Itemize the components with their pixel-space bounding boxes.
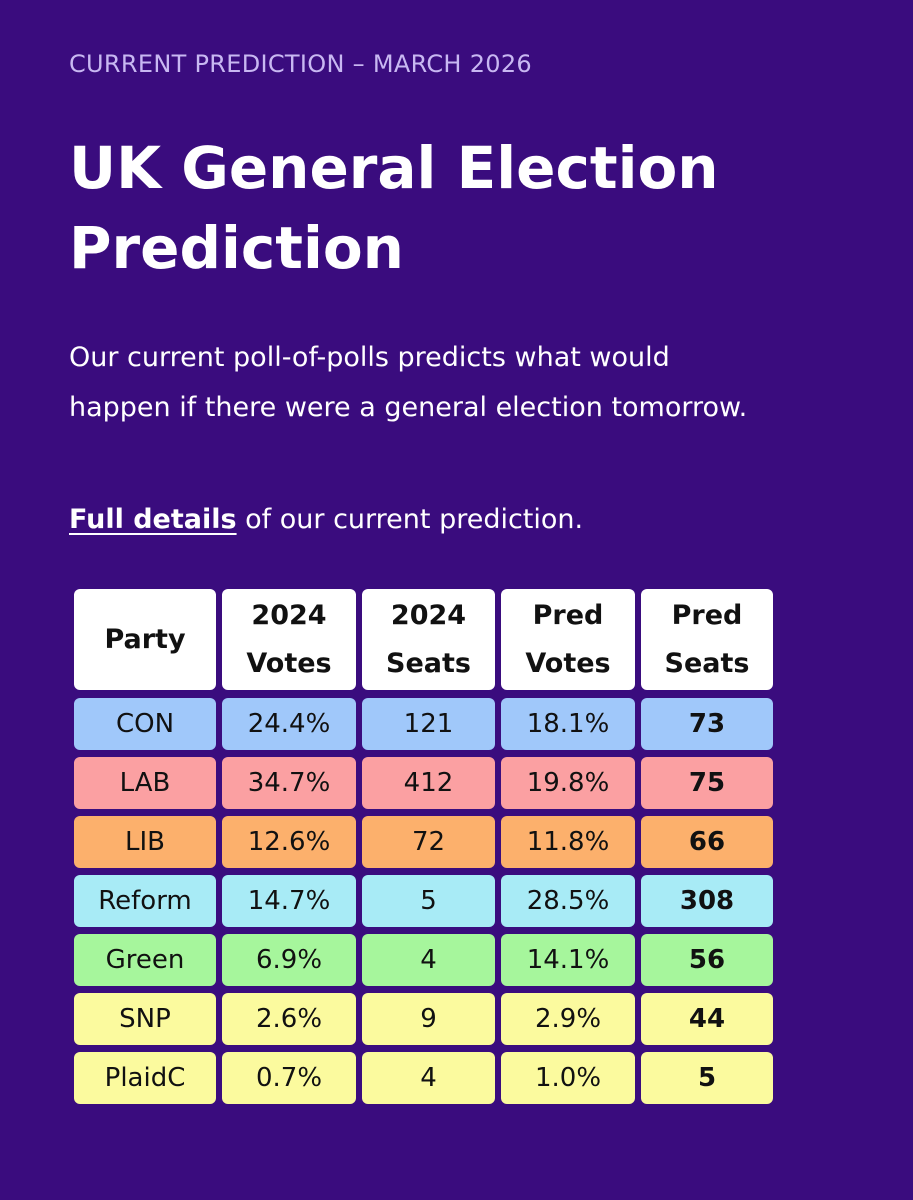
details-line: Full details of our current prediction. (69, 498, 583, 542)
pred-seats-cell: 5 (641, 1052, 773, 1104)
party-cell: PlaidC (74, 1052, 216, 1104)
header-pred-votes: Pred Votes (501, 589, 635, 690)
pred-votes-cell: 19.8% (501, 757, 635, 809)
header-text: Votes (246, 647, 332, 679)
header-pred-seats: Pred Seats (641, 589, 773, 690)
pred-seats-cell: 44 (641, 993, 773, 1045)
intro-text: Our current poll-of-polls predicts what … (69, 342, 748, 423)
pred-votes-cell: 28.5% (501, 875, 635, 927)
votes-2024-cell: 24.4% (222, 698, 356, 750)
seats-2024-cell: 412 (362, 757, 495, 809)
header-2024-votes: 2024 Votes (222, 589, 356, 690)
header-text: Votes (525, 647, 611, 679)
party-cell: LIB (74, 816, 216, 868)
pred-votes-cell: 18.1% (501, 698, 635, 750)
page-title: UK General Election Prediction (69, 134, 719, 282)
pred-votes-cell: 11.8% (501, 816, 635, 868)
votes-2024-cell: 34.7% (222, 757, 356, 809)
seats-2024-cell: 5 (362, 875, 495, 927)
pred-votes-cell: 1.0% (501, 1052, 635, 1104)
party-cell: CON (74, 698, 216, 750)
header-text: 2024 (251, 599, 327, 631)
header-text: Party (104, 623, 186, 655)
header-party: Party (74, 589, 216, 690)
header-2024-seats: 2024 Seats (362, 589, 495, 690)
seats-2024-cell: 9 (362, 993, 495, 1045)
header-text: Seats (386, 647, 471, 679)
party-cell: Reform (74, 875, 216, 927)
full-details-link[interactable]: Full details (69, 504, 237, 535)
party-cell: Green (74, 934, 216, 986)
header-text: Seats (664, 647, 750, 679)
seats-2024-cell: 4 (362, 934, 495, 986)
prediction-date-label: CURRENT PREDICTION – MARCH 2026 (69, 50, 532, 78)
prediction-table: Party 2024 Votes 2024 Seats Pred Votes Pred Seat… (74, 589, 773, 1104)
pred-seats-cell: 56 (641, 934, 773, 986)
pred-seats-cell: 66 (641, 816, 773, 868)
seats-2024-cell: 4 (362, 1052, 495, 1104)
votes-2024-cell: 0.7% (222, 1052, 356, 1104)
party-cell: LAB (74, 757, 216, 809)
votes-2024-cell: 12.6% (222, 816, 356, 868)
pred-seats-cell: 308 (641, 875, 773, 927)
seats-2024-cell: 72 (362, 816, 495, 868)
header-text: Pred (671, 599, 743, 631)
votes-2024-cell: 2.6% (222, 993, 356, 1045)
seats-2024-cell: 121 (362, 698, 495, 750)
party-cell: SNP (74, 993, 216, 1045)
pred-votes-cell: 2.9% (501, 993, 635, 1045)
pred-seats-cell: 73 (641, 698, 773, 750)
header-text: 2024 (390, 599, 467, 631)
votes-2024-cell: 6.9% (222, 934, 356, 986)
header-text: Pred (532, 599, 604, 631)
pred-votes-cell: 14.1% (501, 934, 635, 986)
votes-2024-cell: 14.7% (222, 875, 356, 927)
pred-seats-cell: 75 (641, 757, 773, 809)
details-suffix: of our current prediction. (236, 504, 584, 535)
